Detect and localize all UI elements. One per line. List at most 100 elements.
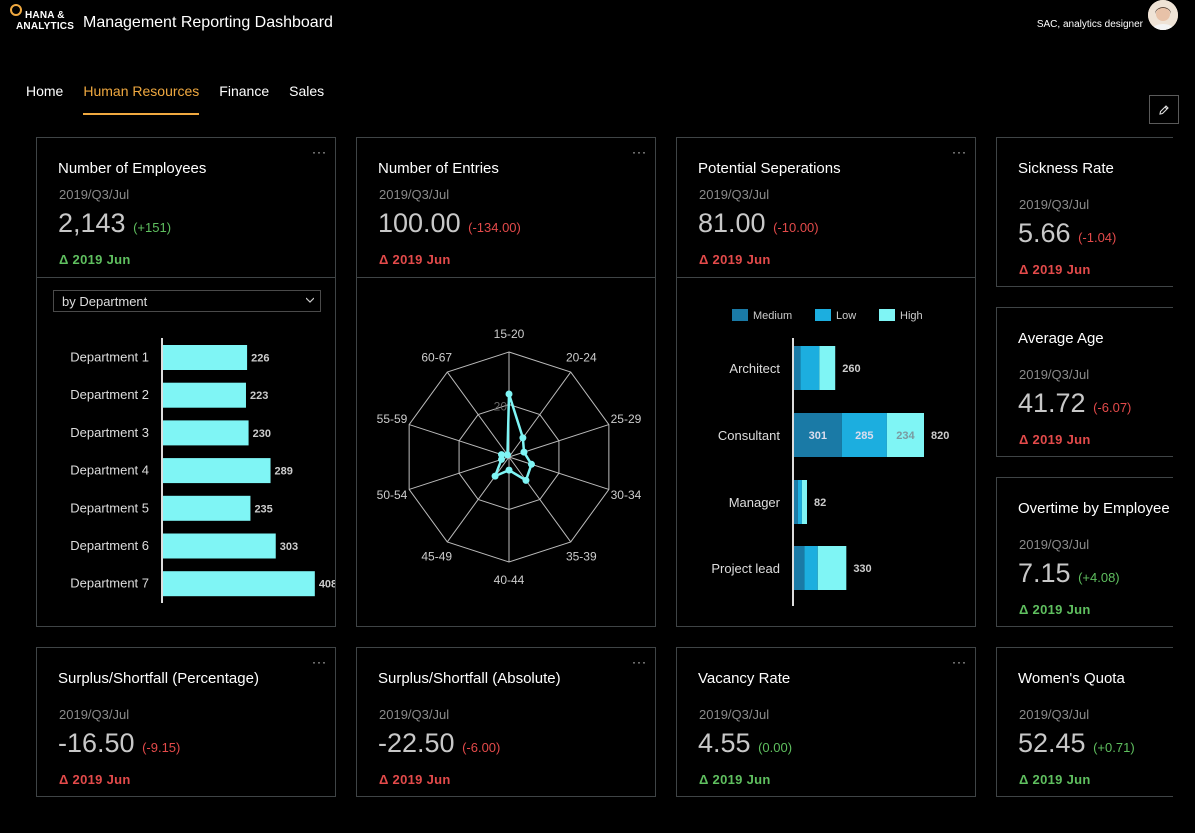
pencil-icon [1159,104,1169,115]
bar-segment[interactable] [841,413,887,457]
more-options-icon[interactable]: ··· [312,145,327,159]
kpi-period: Δ 2019 Jun [1019,262,1091,277]
category-label: Department 6 [70,538,149,553]
bar-segment[interactable] [794,346,801,390]
radar-axis [408,456,510,490]
radar-axis-label: 60-67 [421,350,452,364]
kpi-delta: (-9.15) [142,740,181,755]
category-label: Department 1 [70,350,149,365]
department-dropdown[interactable]: by Department [53,290,321,312]
more-options-icon[interactable]: ··· [632,145,647,159]
radar-axis-label: 30-34 [611,488,642,502]
card-average-age: Average Age 2019/Q3/Jul 41.72 (-6.07) Δ … [996,307,1195,457]
bar[interactable] [163,345,248,370]
bar-segment[interactable] [804,546,818,590]
main-nav: Home Human Resources Finance Sales [26,83,344,115]
card-vacancy-rate: ··· Vacancy Rate 2019/Q3/Jul 4.55 (0.00)… [676,647,976,797]
kpi-number: -22.50 [378,728,455,758]
bar-segment[interactable] [794,413,842,457]
segment-label: 234 [896,430,915,442]
bar[interactable] [163,495,251,521]
bar-segment[interactable] [801,480,807,524]
hana-analytics-logo: HANA & ANALYTICS [8,4,74,34]
bar-segment[interactable] [817,546,847,590]
bar-segment[interactable] [886,413,924,457]
kpi-number: 5.66 [1018,218,1071,248]
radar-point[interactable] [503,451,511,459]
category-label: Department 5 [70,500,149,515]
data-label: 230 [253,428,271,440]
radar-point[interactable] [522,476,530,484]
more-options-icon[interactable]: ··· [632,655,647,669]
kpi-value: 4.55 (0.00) [698,728,792,759]
radar-axis-label: 15-20 [494,328,525,341]
department-bar-chart: Department 1 226 Department 2 223 Department… [70,338,335,603]
edit-button[interactable] [1149,95,1179,124]
kpi-period: Δ 2019 Jun [1019,602,1091,617]
kpi-delta: (+4.08) [1078,570,1120,585]
kpi-number: 52.45 [1018,728,1086,758]
card-title: Number of Entries [378,160,499,177]
kpi-value: 5.66 (-1.04) [1018,218,1116,249]
bar[interactable] [163,571,315,597]
more-options-icon[interactable]: ··· [952,655,967,669]
bar[interactable] [163,382,246,408]
kpi-number: 7.15 [1018,558,1071,588]
tab-sales[interactable]: Sales [289,83,325,99]
kpi-value: -22.50 (-6.00) [378,728,500,759]
legend-label: Medium [753,310,792,322]
card-sickness-rate: Sickness Rate 2019/Q3/Jul 5.66 (-1.04) Δ… [996,137,1195,287]
kpi-delta: (-6.00) [462,740,501,755]
radar-axis [508,456,610,490]
radar-point[interactable] [527,460,535,468]
radar-point[interactable] [491,472,499,480]
kpi-period: Δ 2019 Jun [379,252,451,267]
data-label: 408 [319,579,335,591]
kpi-value: 41.72 (-6.07) [1018,388,1131,419]
tab-human-resources[interactable]: Human Resources [83,83,200,115]
segment-label: 285 [855,430,873,442]
card-date: 2019/Q3/Jul [1019,367,1090,382]
data-label: 223 [250,390,268,402]
radar-point[interactable] [505,390,513,398]
radar-axis-label: 20-24 [566,350,597,364]
radar-axis-label: 50-54 [377,488,408,502]
more-options-icon[interactable]: ··· [952,145,967,159]
segment-label: 301 [809,430,827,442]
card-date: 2019/Q3/Jul [699,187,770,202]
more-options-icon[interactable]: ··· [312,655,327,669]
radar-point[interactable] [519,434,527,442]
card-title: Women's Quota [1018,670,1125,687]
bar-segment[interactable] [797,480,802,524]
card-date: 2019/Q3/Jul [379,187,450,202]
radar-point[interactable] [520,448,528,456]
user-name[interactable]: SAC, analytics designer [1036,19,1143,30]
bar[interactable] [163,420,249,446]
card-title: Overtime by Employee [1018,500,1170,517]
logo-line2: ANALYTICS [16,21,75,32]
category-label: Architect [729,361,780,376]
legend-label: High [900,310,923,322]
card-potential-separations: ··· Potential Seperations 2019/Q3/Jul 81… [676,137,976,627]
card-title: Average Age [1018,330,1104,347]
kpi-delta: (-6.07) [1093,400,1132,415]
card-surplus-shortfall-percentage: ··· Surplus/Shortfall (Percentage) 2019/… [36,647,336,797]
bar[interactable] [163,533,276,559]
tab-home[interactable]: Home [26,83,64,99]
kpi-value: 100.00 (-134.00) [378,208,521,239]
bar-segment[interactable] [794,546,805,590]
tab-finance[interactable]: Finance [219,83,270,99]
bar-segment[interactable] [794,480,798,524]
bar-segment[interactable] [800,346,820,390]
kpi-value: 81.00 (-10.00) [698,208,819,239]
radar-axis [446,456,510,543]
radar-point[interactable] [505,466,513,474]
radar-point[interactable] [498,455,506,463]
avatar-face-icon [1148,0,1178,30]
card-overtime-by-employee: Overtime by Employee 2019/Q3/Jul 7.15 (+… [996,477,1195,627]
radar-point[interactable] [498,451,506,459]
app-title: Management Reporting Dashboard [83,14,333,31]
bar[interactable] [163,458,271,484]
bar-segment[interactable] [819,346,836,390]
user-avatar[interactable] [1148,0,1178,30]
